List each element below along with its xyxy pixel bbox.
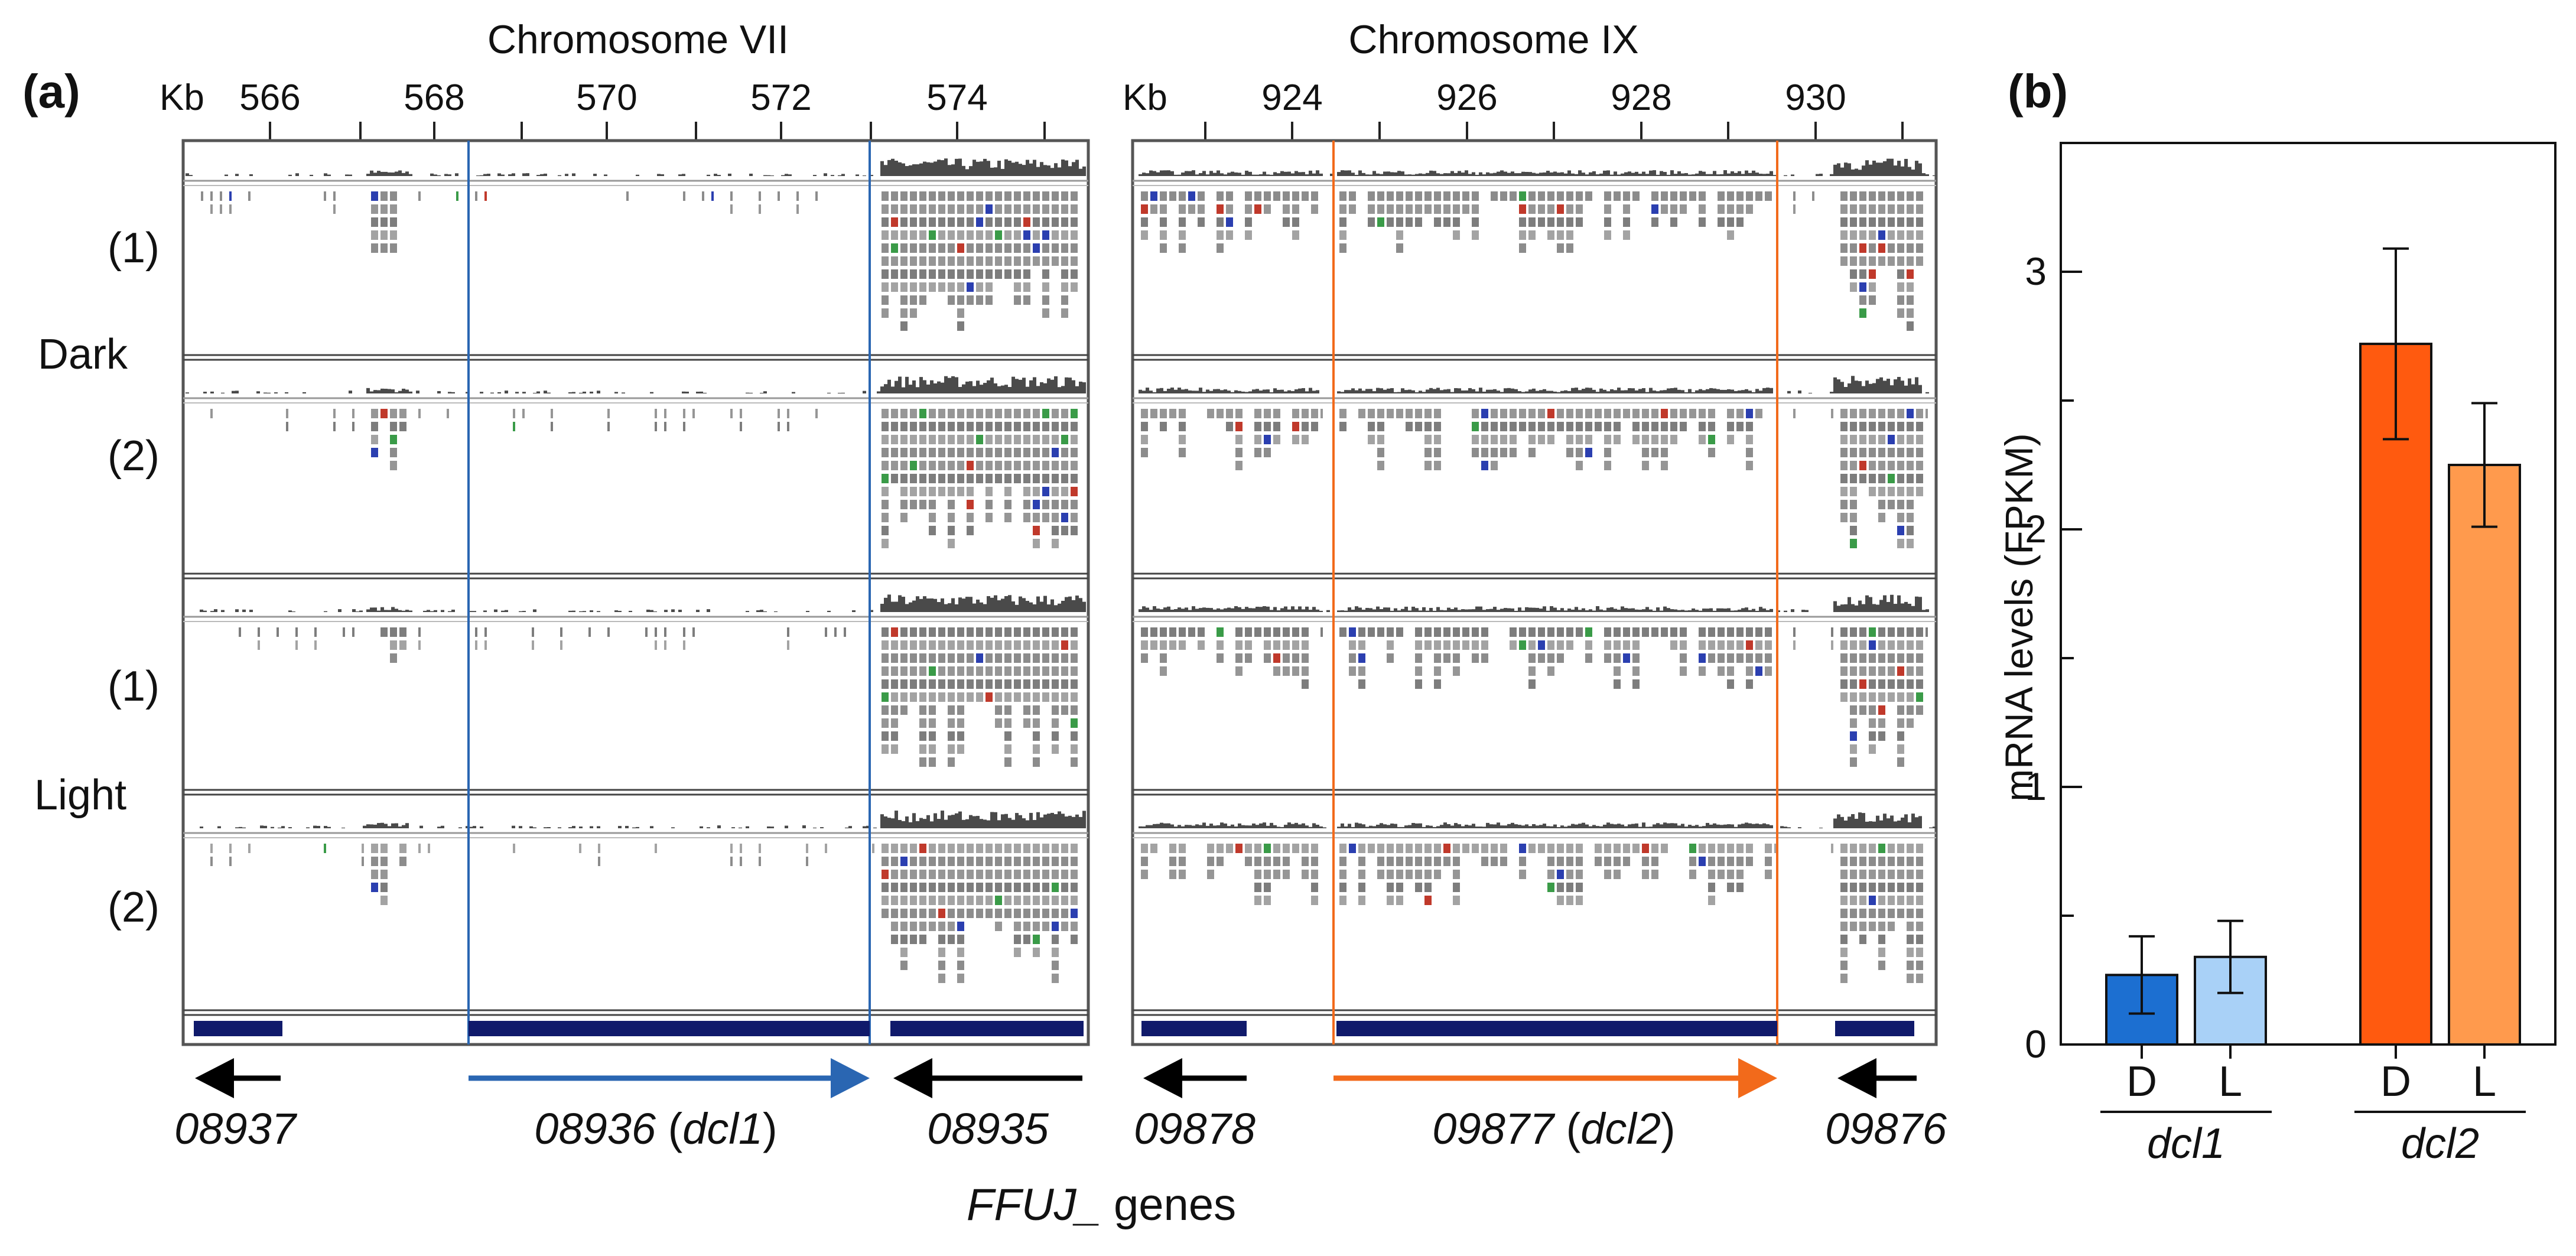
reads-track [1141,627,1928,767]
bar-dcl2-L [2448,464,2521,1046]
browser-frame [181,139,1090,1046]
gene-label-09878: 09878 [1134,1104,1256,1153]
tick-label-570: 570 [576,77,637,118]
x-tick-label: D [2380,1058,2411,1105]
coverage-track [186,376,1086,393]
gene-arrow-09876 [1837,1058,1917,1098]
gene-model [194,1021,282,1036]
gene-model [890,1021,1084,1036]
coverage-track [1139,376,1929,393]
gene-id: 09878 [1134,1104,1256,1153]
coverage-track [1139,594,1929,612]
panel-b-label: (b) [2008,65,2068,118]
gene-paren-close: ) [1661,1104,1676,1153]
x-tick-label: D [2126,1058,2157,1105]
y-tick-label: 3 [2025,249,2047,293]
genes-caption-prefix: FFUJ_ [967,1180,1101,1230]
gene-label-08937: 08937 [174,1104,298,1153]
gene-name: dcl1 [682,1104,763,1153]
genes-caption-suffix: genes [1101,1180,1236,1230]
browser-panel-chromosome-ix [1131,139,1938,1046]
gene-id: 09876 [1825,1104,1947,1153]
plot-frame [2060,142,2557,1046]
y-tick-label: 2 [2025,507,2047,551]
gene-id: 08937 [174,1104,298,1153]
y-axis-label: mRNA levels (FPKM) [1997,433,2041,801]
reads-track [1141,191,1923,331]
x-tick-label: L [2219,1058,2242,1105]
tick-label-930: 930 [1785,77,1846,118]
coverage-track [1139,812,1936,828]
gene-label-08936: 08936 (dcl1) [534,1104,777,1153]
row-label-dark-2: (2) [108,432,160,480]
gene-model [1835,1021,1914,1036]
x-tick-label: L [2473,1058,2496,1105]
coverage-track [1139,158,1936,176]
gene-arrow-08937 [195,1058,281,1098]
group-label-dcl1: dcl1 [2147,1120,2225,1167]
reads-track [1141,409,1928,548]
coverage-track [186,158,1086,176]
gene-arrow-08936 [469,1058,870,1098]
row-label-dark: Dark [38,331,128,378]
gene-model [1336,1021,1777,1036]
tick-label-924: 924 [1261,77,1322,118]
gene-label-09876: 09876 [1825,1104,1947,1153]
gene-arrow-09878 [1143,1058,1247,1098]
tick-label-566: 566 [239,77,300,118]
y-tick-label: 1 [2025,764,2047,808]
gene-arrow-08935 [893,1058,1082,1098]
reads-track [201,191,1078,331]
genes-caption: FFUJ_ genes [967,1180,1236,1230]
y-tick-label: 0 [2025,1022,2047,1066]
gene-arrow-09877 [1333,1058,1777,1098]
tick-label-928: 928 [1611,77,1671,118]
reads-track [210,409,1078,548]
chromosome-vii-axis [269,122,1046,139]
gene-name: dcl2 [1580,1104,1661,1153]
tick-label-568: 568 [404,77,464,118]
gene-paren-close: ) [763,1104,778,1153]
gene-paren-open: ( [656,1104,683,1153]
row-label-light-2: (2) [108,884,160,931]
gene-annotations: 08937 08936 (dcl1) 08935 09878 09877 (dcl2) 0… [174,1058,1947,1153]
reads-track [210,844,1078,983]
gene-label-09877: 09877 (dcl2) [1432,1104,1675,1153]
browser-panel-chromosome-vii [181,139,1090,1046]
gene-id: 08936 [534,1104,656,1153]
coverage-track [200,811,1086,828]
chromosome-ix-axis [1204,122,1904,139]
gene-paren-open: ( [1554,1104,1581,1153]
gene-model [469,1021,870,1036]
row-label-light-1: (1) [108,663,160,710]
kb-label-ix: Kb [1123,77,1167,118]
kb-label-vii: Kb [160,77,204,118]
tick-label-926: 926 [1436,77,1497,118]
chromosome-vii-title: Chromosome VII [487,17,789,62]
reads-track [239,627,1078,767]
row-label-light: Light [34,772,126,819]
gene-label-08935: 08935 [927,1104,1049,1153]
panel-a-label: (a) [22,65,80,118]
row-label-dark-1: (1) [108,224,160,272]
bar-dcl2-D [2359,343,2432,1046]
gene-model [1141,1021,1247,1036]
gene-id: 09877 [1432,1104,1556,1153]
tick-label-572: 572 [750,77,811,118]
gene-id: 08935 [927,1104,1049,1153]
group-label-dcl2: dcl2 [2401,1120,2479,1167]
browser-frame [1131,139,1938,1046]
chromosome-ix-title: Chromosome IX [1348,17,1638,62]
reads-track [1141,844,1923,983]
tick-label-574: 574 [926,77,987,118]
coverage-track [200,594,1086,612]
